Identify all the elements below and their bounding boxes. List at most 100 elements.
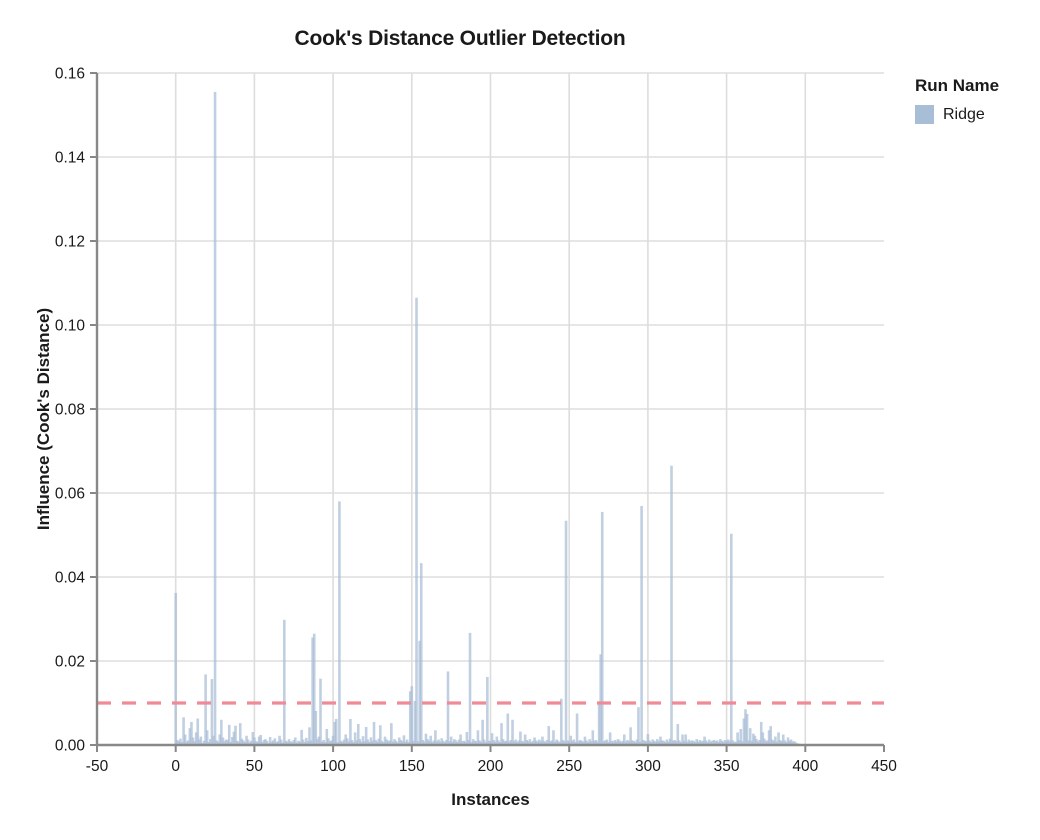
bar <box>711 740 714 745</box>
bar <box>276 741 280 745</box>
bar <box>498 742 502 745</box>
bar <box>229 742 233 745</box>
bar <box>484 742 488 745</box>
bar <box>684 734 687 745</box>
bar <box>781 734 785 745</box>
bar <box>352 742 355 745</box>
bar <box>583 736 587 745</box>
bar <box>350 739 354 745</box>
bar <box>745 713 749 745</box>
bar <box>530 742 533 745</box>
bar <box>440 738 444 745</box>
bar <box>632 740 636 745</box>
bar <box>533 737 536 745</box>
bar <box>547 726 551 745</box>
bar <box>621 740 625 745</box>
bar <box>264 739 267 745</box>
bar <box>622 734 626 745</box>
bar <box>183 734 187 745</box>
bar <box>766 740 769 745</box>
chart-title: Cook's Distance Outlier Detection <box>294 27 626 50</box>
bar <box>791 741 795 745</box>
bar <box>534 740 538 745</box>
bar <box>388 740 392 745</box>
bar <box>723 739 727 745</box>
bar <box>371 740 374 745</box>
bar <box>275 742 278 745</box>
bar <box>482 739 486 745</box>
bar <box>728 740 732 745</box>
bar <box>379 725 382 745</box>
bar <box>342 739 346 745</box>
bar <box>374 739 377 745</box>
bar <box>659 736 662 745</box>
bar <box>467 739 470 745</box>
bar <box>506 713 510 745</box>
bar <box>391 741 395 745</box>
bar <box>271 740 275 745</box>
bar <box>235 740 239 745</box>
bar <box>303 742 307 745</box>
bar <box>618 740 621 745</box>
bar <box>575 713 579 745</box>
bar <box>190 721 193 745</box>
bar <box>215 740 218 745</box>
bar <box>640 506 643 745</box>
x-tick-label: 300 <box>635 758 661 775</box>
bar <box>385 739 388 745</box>
bar <box>544 742 547 745</box>
bar <box>473 740 477 745</box>
bar <box>769 726 772 745</box>
bar <box>630 740 634 745</box>
bar <box>366 739 370 745</box>
bar <box>734 741 738 745</box>
bar <box>783 740 787 745</box>
bar <box>486 676 489 745</box>
bar <box>662 740 665 745</box>
bar <box>572 739 576 745</box>
bar <box>476 730 480 745</box>
bar <box>774 736 777 745</box>
bar <box>243 742 247 745</box>
bar <box>453 739 456 745</box>
bar <box>670 465 673 745</box>
bar <box>242 740 245 745</box>
bar <box>286 741 289 745</box>
bar <box>331 735 335 745</box>
bar <box>580 740 584 745</box>
legend-item[interactable]: Ridge <box>915 105 1035 124</box>
bar <box>778 739 782 745</box>
bar <box>446 671 450 745</box>
bar <box>179 738 182 745</box>
bar <box>504 740 508 745</box>
bar <box>526 741 530 745</box>
bar <box>698 739 702 745</box>
bar <box>364 726 368 745</box>
x-tick-label: 450 <box>871 758 897 775</box>
bar <box>560 698 563 745</box>
bar <box>185 741 189 745</box>
bar <box>678 740 681 745</box>
bar <box>254 741 258 745</box>
x-axis-title: Instances <box>451 790 530 809</box>
bar <box>377 738 381 745</box>
bar <box>454 740 458 745</box>
bar <box>747 740 750 745</box>
bar <box>410 686 414 745</box>
bar <box>537 739 541 745</box>
bar <box>251 731 255 745</box>
bar <box>308 727 311 745</box>
bar <box>706 742 710 745</box>
bar <box>240 738 244 745</box>
bar <box>386 741 390 745</box>
bar <box>462 740 466 745</box>
bar <box>465 731 469 745</box>
bar <box>556 740 560 745</box>
bar <box>685 741 689 745</box>
bar <box>394 740 398 745</box>
bar <box>213 91 217 745</box>
bar <box>715 740 719 745</box>
bar <box>600 511 604 745</box>
bar <box>566 740 569 745</box>
